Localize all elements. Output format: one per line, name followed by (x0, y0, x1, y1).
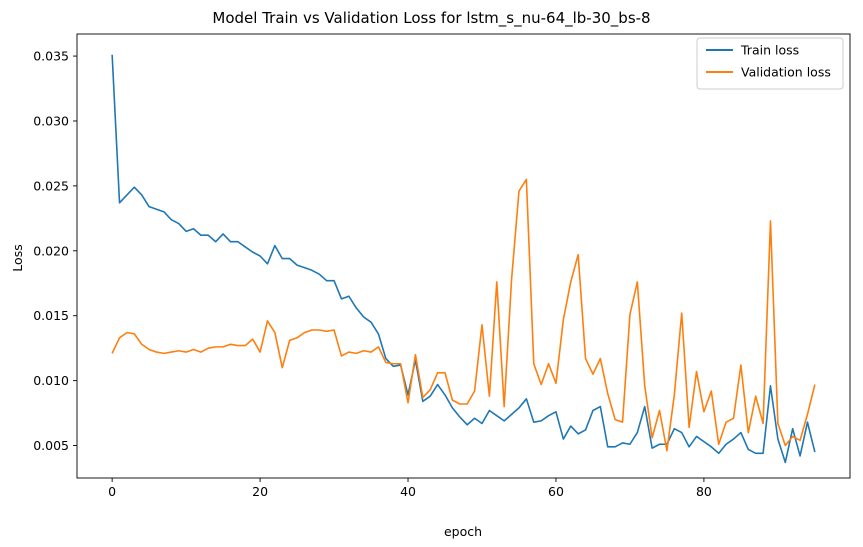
legend-box (696, 37, 844, 90)
y-tick-label: 0.030 (33, 113, 69, 128)
y-tick-label: 0.010 (33, 373, 69, 388)
y-tick-label: 0.025 (33, 178, 69, 193)
x-tick-label: 0 (108, 484, 116, 499)
y-tick-label: 0.015 (33, 308, 69, 323)
y-axis-label: Loss (10, 244, 25, 271)
x-tick-label: 20 (252, 484, 268, 499)
ticks-layer: 0 20 40 60 80 0.005 0.010 0.015 0.020 0.025 0.030 0… (33, 49, 712, 499)
y-tick-label: 0.020 (33, 243, 69, 258)
legend-label-train: Train loss (740, 43, 799, 58)
legend-label-validation: Validation loss (741, 65, 831, 80)
x-tick-label: 40 (400, 484, 416, 499)
y-tick-label: 0.005 (33, 438, 69, 453)
legend: Train loss Validation loss (696, 37, 844, 90)
train-loss-line (111, 54, 816, 464)
x-tick-label: 80 (696, 484, 712, 499)
validation-loss-line (111, 178, 816, 452)
series-layer (111, 54, 816, 464)
plot-frame (76, 33, 851, 479)
y-tick-label: 0.035 (33, 49, 69, 64)
x-tick-label: 60 (548, 484, 564, 499)
chart-title: Model Train vs Validation Loss for lstm_… (212, 9, 650, 28)
x-axis-label: epoch (444, 524, 482, 539)
